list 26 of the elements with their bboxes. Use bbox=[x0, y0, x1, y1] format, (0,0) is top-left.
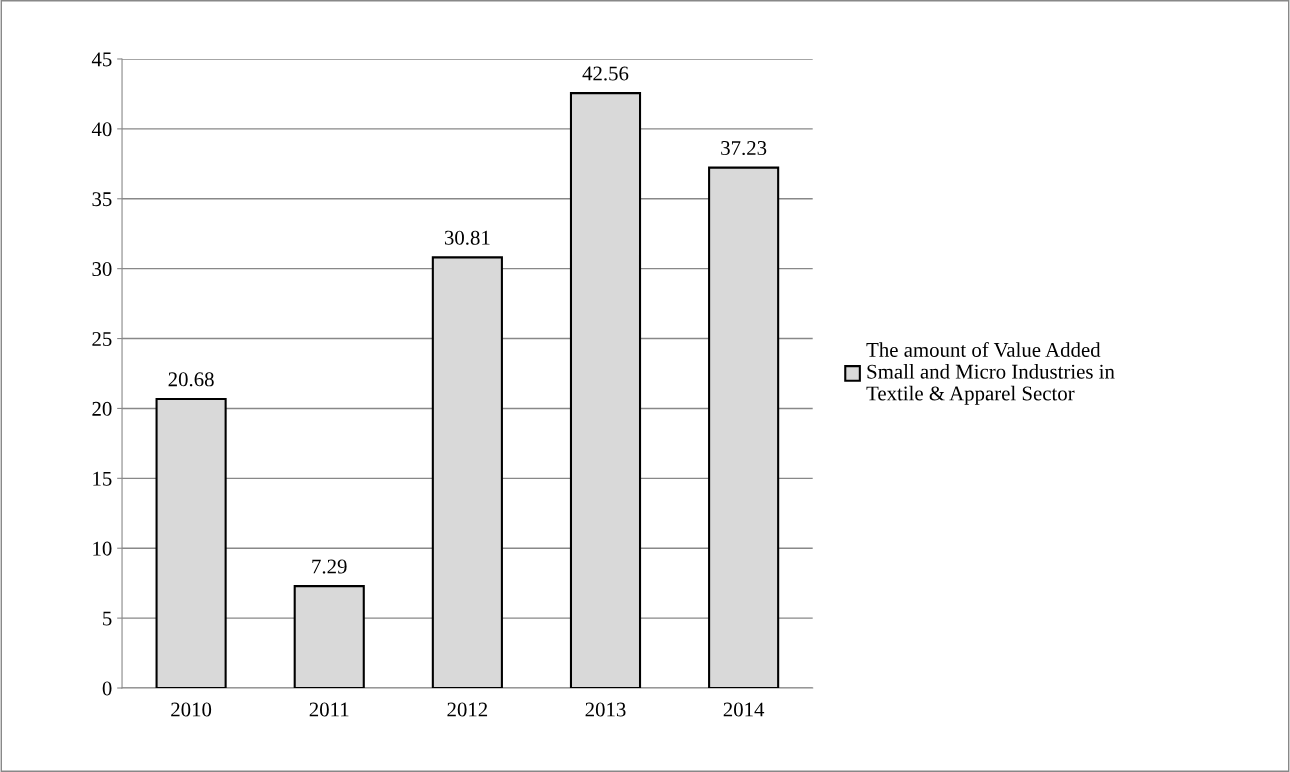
y-tick-label: 5 bbox=[103, 611, 112, 626]
x-tick-label: 2010 bbox=[171, 702, 212, 717]
y-tick-label: 35 bbox=[92, 192, 112, 207]
y-tick-label: 0 bbox=[102, 681, 112, 696]
y-tick-label: 20 bbox=[92, 401, 112, 416]
data-label: 42.56 bbox=[582, 66, 629, 81]
x-tick-label: 2012 bbox=[447, 702, 488, 717]
bar bbox=[431, 256, 503, 689]
bar bbox=[155, 397, 227, 689]
y-tick-label: 40 bbox=[91, 122, 112, 137]
data-label: 7.29 bbox=[312, 559, 347, 574]
x-tick-label: 2014 bbox=[723, 702, 765, 717]
bar bbox=[569, 92, 642, 689]
y-tick-label: 25 bbox=[92, 331, 112, 346]
y-tick-label: 15 bbox=[93, 471, 112, 486]
y-tick-label: 30 bbox=[92, 262, 112, 277]
bar bbox=[293, 585, 365, 689]
y-tick-label: 45 bbox=[91, 52, 112, 67]
data-label: 30.81 bbox=[444, 230, 490, 245]
data-label: 20.68 bbox=[168, 372, 214, 387]
y-tick-label: 10 bbox=[93, 541, 112, 556]
legend-label: The amount of Value Added Small and Micro Industries in Textile & Apparel Sector bbox=[866, 342, 1115, 405]
x-tick-label: 2011 bbox=[309, 702, 349, 717]
x-tick-label: 2013 bbox=[585, 702, 626, 717]
bar bbox=[708, 166, 780, 689]
data-label: 37.23 bbox=[721, 141, 767, 156]
